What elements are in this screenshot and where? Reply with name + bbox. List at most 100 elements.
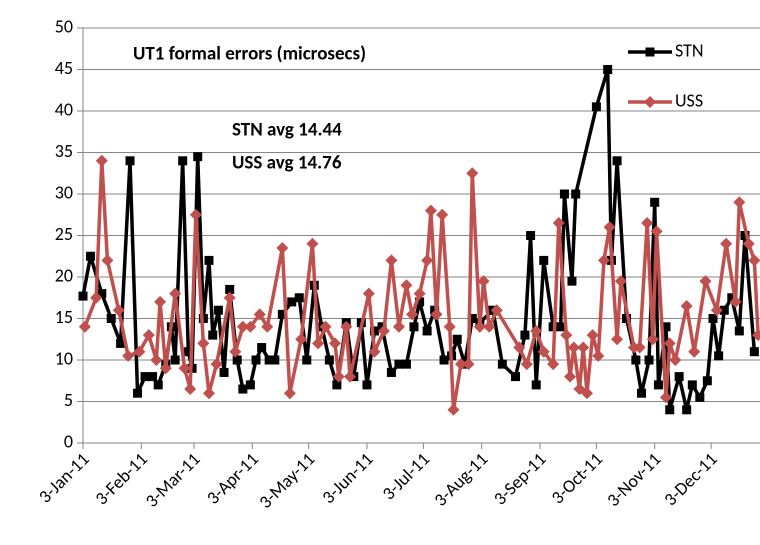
marker	[659, 391, 672, 404]
marker	[646, 333, 659, 346]
marker	[597, 254, 610, 267]
marker	[178, 362, 191, 375]
marker	[571, 189, 581, 199]
marker	[720, 237, 733, 250]
x-tick-label: 3-Jan-11	[34, 448, 94, 508]
y-tick-label: 0	[64, 430, 73, 452]
marker	[229, 345, 242, 358]
marker	[424, 204, 437, 217]
marker	[169, 287, 182, 300]
marker	[477, 275, 490, 288]
marker	[312, 337, 325, 350]
series	[78, 65, 759, 415]
marker	[413, 287, 426, 300]
x-tick-label: 3-Jul-11	[378, 448, 434, 504]
marker	[539, 255, 549, 265]
legend-label: STN	[675, 39, 704, 61]
marker	[665, 405, 675, 415]
marker	[232, 355, 242, 365]
annotation: STN avg 14.44	[232, 119, 342, 142]
marker	[150, 354, 163, 366]
marker	[708, 314, 718, 323]
marker	[650, 225, 663, 238]
marker	[264, 355, 274, 365]
marker	[204, 255, 214, 265]
marker	[633, 341, 646, 354]
chart-title: UT1 formal errors (microsecs)	[133, 43, 366, 66]
marker	[591, 102, 601, 112]
marker	[454, 358, 467, 371]
marker	[197, 337, 210, 350]
marker	[112, 304, 125, 317]
marker	[101, 254, 114, 267]
marker	[276, 241, 289, 254]
marker	[631, 355, 641, 365]
marker	[520, 330, 530, 340]
marker	[483, 320, 496, 333]
marker	[183, 347, 193, 357]
x-tick-label: 3-Apr-11	[202, 448, 263, 509]
marker	[586, 329, 599, 342]
marker	[213, 305, 223, 315]
marker	[122, 349, 135, 362]
marker	[332, 370, 345, 383]
marker	[473, 320, 486, 333]
marker	[567, 341, 580, 354]
marker	[669, 354, 682, 366]
marker	[421, 254, 434, 267]
marker	[223, 291, 236, 304]
marker	[154, 295, 167, 308]
x-tick-label: 3-Aug-11	[429, 448, 492, 511]
marker	[439, 355, 449, 365]
marker	[611, 333, 624, 346]
annotation: USS avg 14.76	[232, 152, 342, 175]
marker	[740, 231, 750, 240]
marker	[251, 355, 261, 365]
marker	[688, 345, 701, 358]
marker	[392, 320, 405, 333]
marker	[386, 367, 396, 377]
marker	[202, 387, 215, 400]
marker	[225, 284, 235, 294]
marker	[219, 367, 229, 377]
marker	[148, 372, 158, 382]
marker	[695, 392, 705, 402]
x-tick-label: 3-Sep-11	[489, 448, 551, 510]
marker	[377, 324, 390, 337]
y-tick-label: 15	[55, 306, 73, 328]
marker	[682, 405, 692, 415]
marker	[531, 380, 541, 390]
marker	[377, 322, 387, 332]
marker	[603, 221, 616, 234]
marker	[193, 152, 203, 162]
marker	[277, 309, 287, 319]
marker	[116, 338, 126, 348]
marker	[663, 337, 676, 350]
x-tick-label: 3-Nov-11	[602, 448, 665, 511]
marker	[580, 387, 593, 400]
marker	[287, 297, 297, 307]
marker	[106, 314, 116, 323]
marker	[257, 343, 267, 353]
marker	[714, 351, 724, 361]
marker	[362, 287, 375, 300]
series	[78, 154, 760, 416]
marker	[142, 329, 155, 342]
marker	[78, 291, 88, 301]
marker	[699, 275, 712, 288]
marker	[133, 345, 146, 358]
marker	[153, 380, 163, 390]
marker	[733, 196, 746, 209]
marker	[560, 329, 573, 342]
x-tick-label: 3-May-11	[254, 448, 319, 513]
marker	[729, 295, 742, 308]
marker	[328, 337, 341, 350]
marker	[210, 358, 223, 371]
marker	[295, 333, 308, 346]
marker	[443, 320, 456, 333]
y-tick-label: 50	[55, 15, 73, 37]
marker	[592, 349, 605, 362]
marker	[140, 372, 150, 382]
legend-label: USS	[675, 89, 703, 111]
